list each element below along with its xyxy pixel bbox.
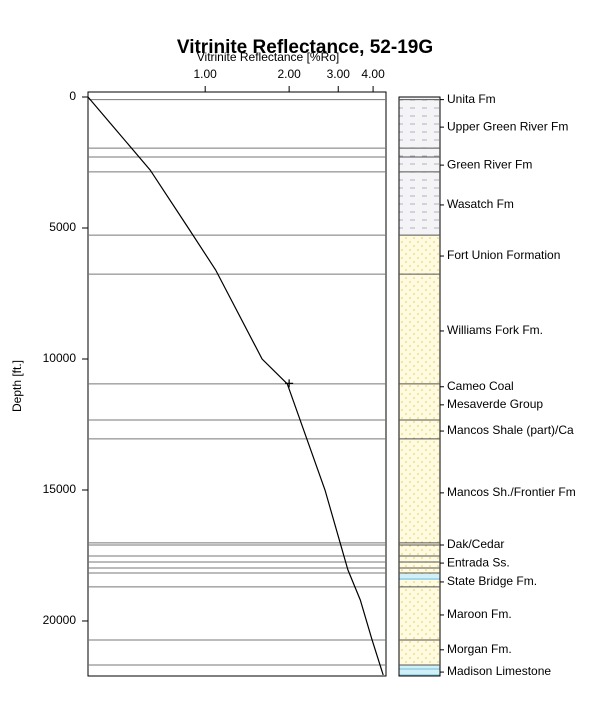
formation-label: Williams Fork Fm. <box>447 323 543 337</box>
x-axis-label: Vitrinite Reflectance [%Ro] <box>197 50 340 64</box>
shale-fill <box>399 97 440 235</box>
x-tick-label: 2.00 <box>277 67 301 81</box>
y-tick-label: 0 <box>69 89 76 103</box>
x-tick-label: 1.00 <box>194 67 218 81</box>
formation-label: Mesaverde Group <box>447 397 543 411</box>
formation-label: Cameo Coal <box>447 379 514 393</box>
y-tick-label: 15000 <box>43 482 77 496</box>
formation-label: Morgan Fm. <box>447 642 512 656</box>
x-tick-label: 3.00 <box>327 67 351 81</box>
formation-label: State Bridge Fm. <box>447 574 537 588</box>
formation-label: Wasatch Fm <box>447 197 514 211</box>
y-axis-label: Depth [ft.] <box>10 360 24 412</box>
y-tick-label: 10000 <box>43 351 77 365</box>
formation-label: Upper Green River Fm <box>447 119 568 133</box>
sample-marker <box>285 379 293 387</box>
formation-label: Maroon Fm. <box>447 607 512 621</box>
y-tick-label: 20000 <box>43 613 77 627</box>
formation-label: Mancos Sh./Frontier Fm <box>447 485 576 499</box>
formation-label: Madison Limestone <box>447 664 551 678</box>
formation-label: Mancos Shale (part)/Ca <box>447 423 574 437</box>
formation-label: Entrada Ss. <box>447 555 510 569</box>
x-tick-label: 4.00 <box>361 67 385 81</box>
formation-label: Dak/Cedar <box>447 537 504 551</box>
y-tick-label: 5000 <box>49 220 76 234</box>
formation-label: Fort Union Formation <box>447 248 560 262</box>
lime-fill <box>399 665 440 676</box>
formation-label: Unita Fm <box>447 92 496 106</box>
chart: Vitrinite Reflectance, 52-19G Vitrinite … <box>0 0 609 708</box>
lithology-column <box>399 97 440 676</box>
lime-fill <box>399 574 440 580</box>
formation-label: Green River Fm <box>447 157 532 171</box>
reflectance-line <box>88 97 383 675</box>
sand-fill <box>399 235 440 665</box>
